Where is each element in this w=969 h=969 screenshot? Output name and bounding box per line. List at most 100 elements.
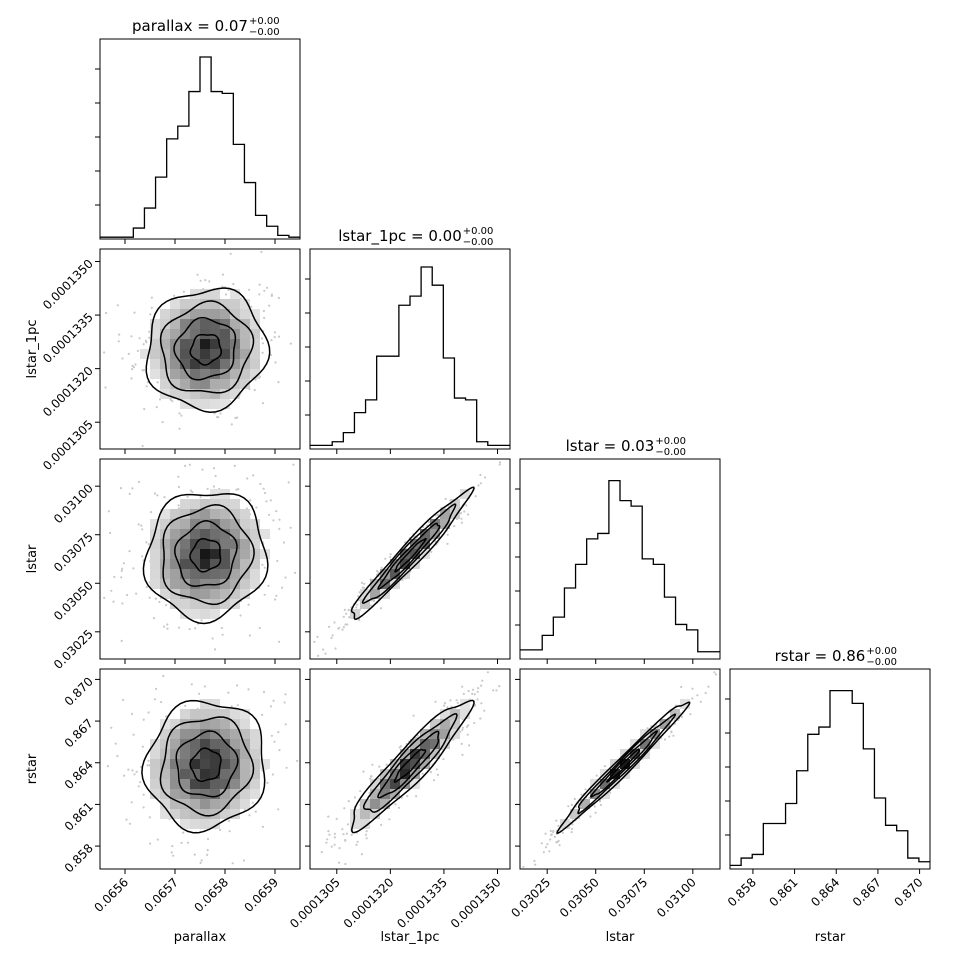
sample-point [344,862,347,866]
density-cell [250,749,260,759]
density-cell [170,809,180,819]
density-cell [230,579,240,589]
density-cell [150,319,160,329]
density-cell [230,349,240,359]
sample-point [148,330,151,333]
sample-point [267,584,270,588]
histogram-lstar_1pc [310,266,510,447]
sample-point [369,604,372,607]
sample-point [154,597,157,600]
density-cell [210,539,220,549]
sample-point [258,626,261,630]
sample-point [118,333,121,336]
sample-point [228,830,231,833]
sample-point [120,569,123,572]
panel-frame [99,248,301,450]
density-cell [250,559,260,569]
sample-point [116,755,119,758]
density-cell [250,319,260,329]
sample-point [237,488,240,491]
sample-point [460,742,463,746]
density-cell [190,799,200,809]
density-cell [180,519,190,529]
density-cell [200,569,210,579]
histogram-lstar [520,479,720,653]
sample-point [432,779,436,782]
density-cell [160,799,170,809]
sample-point [691,687,694,690]
density-cell [190,739,200,749]
histogram-parallax [100,56,300,238]
sample-point [353,796,357,799]
sample-point [670,731,673,734]
sample-point [269,499,272,502]
sample-point [436,513,439,517]
sample-point [158,600,161,604]
panel-frame [309,458,511,660]
sample-point [461,753,464,757]
density-cell [210,739,220,749]
sample-point [333,843,336,846]
sample-point [130,801,133,804]
density-cell [220,599,230,609]
density-cell [180,539,190,549]
density-cell [370,799,380,809]
density-cell [160,759,170,769]
sample-point [260,337,264,340]
sample-point [188,463,191,466]
density-cell [180,529,190,539]
sample-point [468,744,471,747]
density-cell [370,779,380,789]
sample-point [428,521,431,524]
panel-frames [95,38,931,874]
sample-point [378,765,381,768]
density-cell [220,519,230,529]
sample-point [182,831,185,834]
density-cell [200,399,210,409]
sample-point [325,841,328,844]
density-cell [220,759,230,769]
sample-point [148,816,151,819]
density-cell [160,369,170,379]
sample-point [558,844,561,847]
density-cell [160,349,170,359]
sample-point [589,815,592,818]
sample-point [273,336,276,339]
sample-point [364,833,367,836]
density-cell [180,589,190,599]
sample-point [128,492,131,495]
density-cell [180,569,190,579]
density-cell [150,579,160,589]
density-cell [190,579,200,589]
sample-point [344,839,347,842]
sample-point [680,715,684,719]
density-cell [240,299,250,309]
title-lower-error: −0.00 [463,237,494,248]
density-cell [220,729,230,739]
density-cell [380,769,390,779]
sample-point [120,576,123,579]
sample-point [275,594,278,597]
density-cell [410,759,420,769]
density-cell [170,729,180,739]
density-cell [390,779,400,789]
sample-point [384,557,387,560]
density-cell [160,539,170,549]
sample-point [452,738,455,741]
sample-point [268,304,271,307]
density-cell [170,769,180,779]
x-tick-label: 0.861 [767,875,801,909]
density-cell [150,739,160,749]
sample-point [262,309,265,313]
sample-point [148,336,151,339]
density-cell [620,769,630,779]
sample-point [206,848,209,852]
density-cell [200,709,210,719]
y-tick-label: 0.0001350 [40,257,96,313]
sample-point [200,619,203,622]
sample-point [467,513,470,516]
sample-point [149,510,153,514]
density-cell [190,539,200,549]
sample-point [258,293,261,296]
density-cell [230,359,240,369]
